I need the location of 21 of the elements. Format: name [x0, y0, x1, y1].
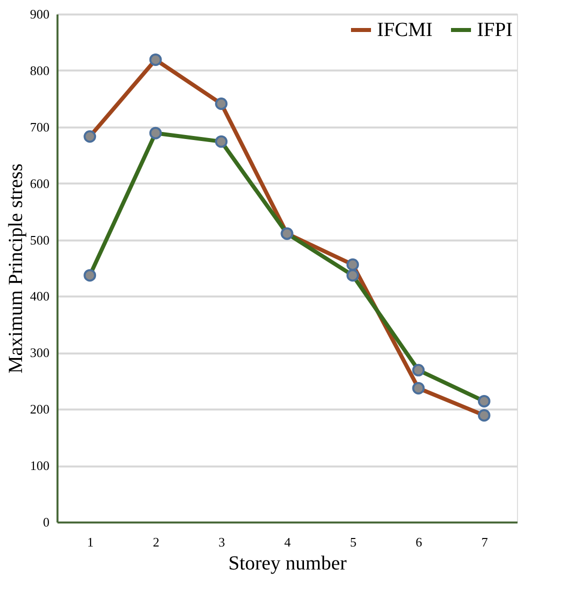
x-tick-label: 4	[284, 534, 292, 550]
x-tick-label: 3	[218, 534, 226, 550]
legend-label: IFPI	[477, 19, 513, 41]
x-tick-label: 7	[481, 534, 488, 550]
y-tick-label: 400	[30, 288, 50, 304]
y-tick-label: 700	[30, 119, 50, 134]
x-axis-title: Storey number	[228, 552, 347, 574]
y-tick-label: 200	[30, 402, 50, 417]
y-tick-label: 100	[30, 458, 50, 474]
x-tick-label: 5	[350, 534, 356, 550]
y-tick-label: 300	[30, 345, 50, 360]
y-tick-label: 800	[30, 62, 50, 78]
y-tick-label: 500	[30, 232, 50, 248]
legend-label: IFCMI	[377, 19, 433, 41]
y-tick-label: 900	[30, 6, 50, 22]
x-tick-label: 6	[416, 534, 423, 550]
y-tick-label: 0	[43, 514, 50, 530]
y-tick-label: 600	[30, 176, 50, 191]
x-tick-label: 1	[87, 534, 94, 550]
x-tick-label: 2	[152, 534, 160, 550]
y-axis-title: Maximum Principle stress	[5, 163, 27, 374]
